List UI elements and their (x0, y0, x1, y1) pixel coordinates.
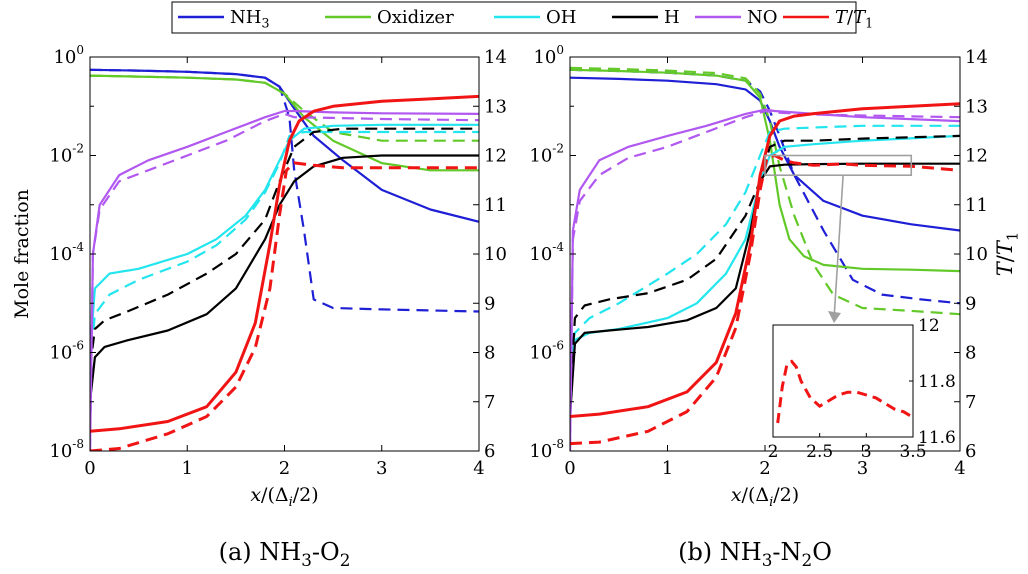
panel-a: 0 1 2 3 410-810-610-410-210067891011121314x/… (11, 43, 507, 570)
series-nh3-dashed (90, 68, 479, 313)
x-tick-label: 1 (662, 458, 673, 479)
y-axis-label-left: Mole fraction (11, 189, 33, 319)
series-h-solid (570, 162, 960, 417)
y-tick-label-left: 10-8 (49, 437, 84, 462)
y-tick-label-right: 12 (484, 146, 507, 167)
legend-label-1: Oxidizer (377, 7, 454, 28)
panel-caption: (a) NH3-O2 (219, 538, 351, 570)
legend-label-5: T/T1 (835, 7, 873, 31)
series-nh3-solid (570, 76, 960, 232)
legend-label-4: NO (747, 7, 778, 28)
x-tick-label: 3 (857, 458, 868, 479)
y-tick-label-right: 11 (484, 195, 507, 216)
y-tick-label-right: 7 (965, 392, 976, 413)
y-tick-label-right: 12 (965, 146, 988, 167)
legend-label-0: NH3 (230, 7, 269, 31)
series-no-dashed (90, 112, 479, 451)
inset-x-tick-label: 3 (861, 442, 872, 462)
y-tick-label-right: 6 (965, 441, 976, 462)
inset-y-tick-label: 11.6 (918, 428, 956, 448)
y-tick-label-left: 10-2 (529, 142, 564, 167)
inset-x-tick-label: 3.5 (899, 442, 926, 462)
zoom-arrow-head (828, 311, 841, 323)
series-oxidizer-solid (570, 68, 960, 273)
panel-caption: (b) NH3-N2O (678, 538, 832, 570)
y-tick-label-left: 10-8 (529, 437, 564, 462)
series-t-t1-solid (90, 94, 479, 433)
series-h-dashed (570, 134, 960, 402)
y-tick-label-left: 10-6 (49, 339, 84, 364)
y-tick-label-right: 10 (484, 244, 507, 265)
y-tick-label-left: 10-6 (529, 339, 564, 364)
x-tick-label: 2 (279, 458, 290, 479)
y-tick-label-right: 9 (484, 293, 495, 314)
y-tick-label-right: 13 (484, 96, 507, 117)
series-group (90, 68, 479, 451)
series-oh-dashed (570, 124, 960, 358)
y-tick-label-right: 8 (484, 343, 495, 364)
x-tick-label: 1 (182, 458, 193, 479)
legend-label-3: H (664, 7, 680, 28)
series-t-t1-solid (570, 102, 960, 418)
inset-series-t-t1-dashed (776, 359, 914, 424)
y-tick-label-left: 100 (533, 43, 564, 68)
x-tick-label: 0 (84, 458, 95, 479)
series-t-t1-dashed (570, 154, 960, 446)
inset-frame (772, 324, 914, 438)
y-tick-label-right: 6 (484, 441, 495, 462)
y-tick-label-left: 10-4 (49, 240, 84, 265)
y-tick-label-right: 8 (965, 343, 976, 364)
inset-y-tick-label: 12 (918, 316, 940, 336)
series-no-solid (90, 109, 479, 451)
x-axis-label: x/(Δi/2) (731, 484, 799, 510)
series-group (570, 66, 960, 451)
y-tick-label-right: 9 (965, 293, 976, 314)
legend: NH3 Oxidizer OH H NO T/T1 (171, 1, 873, 34)
x-tick-label: 4 (473, 458, 484, 479)
series-oh-dashed (90, 130, 479, 368)
plot-frame (89, 56, 480, 452)
series-t-t1-dashed (90, 161, 479, 451)
series-h-solid (90, 154, 479, 402)
zoom-arrow (833, 175, 844, 320)
x-tick-label: 0 (564, 458, 575, 479)
y-tick-label-right: 13 (965, 96, 988, 117)
x-tick-label: 2 (759, 458, 770, 479)
y-tick-label-right: 7 (484, 392, 495, 413)
y-tick-label-left: 100 (53, 43, 84, 68)
panel-b: 0 1 2 3 410-810-610-410-210067891011121314x/… (529, 43, 1021, 570)
y-tick-label-right: 14 (965, 47, 988, 68)
x-tick-label: 4 (954, 458, 965, 479)
y-tick-label-right: 14 (484, 47, 507, 68)
x-tick-label: 3 (376, 458, 387, 479)
series-no-dashed (570, 109, 960, 451)
legend-label-2: OH (546, 7, 576, 28)
y-tick-label-left: 10-2 (49, 142, 84, 167)
series-oh-solid (90, 123, 479, 353)
series-h-dashed (90, 127, 479, 368)
x-axis-label: x/(Δi/2) (250, 484, 318, 510)
series-oxidizer-dashed (570, 66, 960, 316)
y-tick-label-right: 10 (965, 244, 988, 265)
zoom-box (764, 154, 913, 177)
y-tick-label-right: 11 (965, 195, 988, 216)
inset-x-tick-label: 2.5 (806, 442, 833, 462)
y-axis-label-right: T/T1 (993, 232, 1021, 276)
y-tick-label-left: 10-4 (529, 240, 564, 265)
inset-y-tick-label: 11.8 (918, 372, 956, 392)
inset-x-tick-label: 2 (768, 442, 779, 462)
